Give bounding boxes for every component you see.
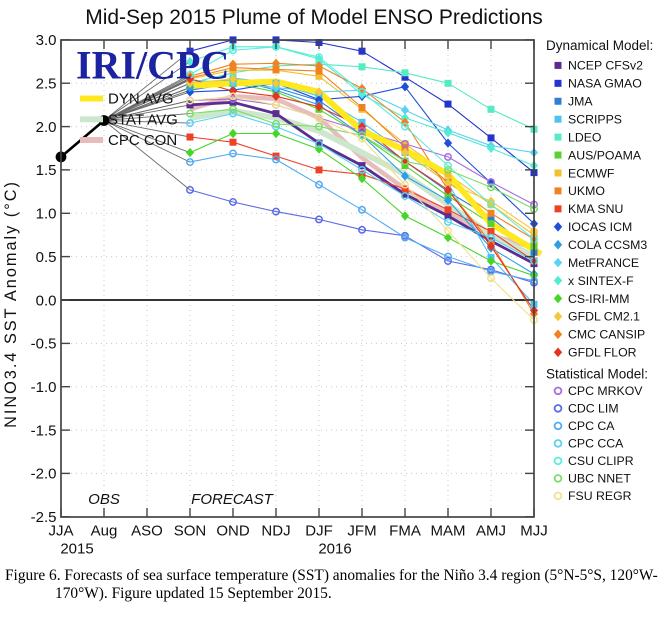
svg-text:2.0: 2.0 — [36, 119, 57, 136]
svg-text:NDJ: NDJ — [261, 523, 290, 540]
svg-text:2015: 2015 — [60, 541, 93, 558]
svg-text:JFM: JFM — [347, 523, 376, 540]
svg-text:GFDL CM2.1: GFDL CM2.1 — [568, 310, 640, 324]
svg-text:SON: SON — [174, 523, 207, 540]
svg-text:CDC LIM: CDC LIM — [568, 402, 619, 416]
svg-text:MAM: MAM — [431, 523, 466, 540]
svg-text:GFDL FLOR: GFDL FLOR — [568, 346, 637, 360]
svg-text:CPC CA: CPC CA — [568, 419, 615, 433]
svg-text:OND: OND — [216, 523, 250, 540]
svg-text:-2.0: -2.0 — [31, 466, 57, 483]
svg-text:Aug: Aug — [91, 523, 118, 540]
svg-text:LDEO: LDEO — [568, 130, 602, 144]
svg-text:1.0: 1.0 — [36, 206, 57, 223]
svg-text:AUS/POAMA: AUS/POAMA — [568, 148, 642, 162]
svg-text:DJF: DJF — [305, 523, 333, 540]
svg-text:2016: 2016 — [318, 541, 351, 558]
svg-text:UBC NNET: UBC NNET — [568, 472, 631, 486]
svg-text:AMJ: AMJ — [476, 523, 506, 540]
svg-text:NASA GMAO: NASA GMAO — [568, 77, 642, 91]
svg-text:-2.5: -2.5 — [31, 509, 57, 526]
svg-text:CSU CLIPR: CSU CLIPR — [568, 454, 634, 468]
svg-text:ECMWF: ECMWF — [568, 166, 615, 180]
svg-text:CMC CANSIP: CMC CANSIP — [568, 328, 645, 342]
svg-text:MJJ: MJJ — [520, 523, 548, 540]
svg-text:UKMO: UKMO — [568, 184, 605, 198]
svg-text:CPC CCA: CPC CCA — [568, 437, 624, 451]
svg-text:ASO: ASO — [131, 523, 163, 540]
svg-text:CPC CON: CPC CON — [108, 132, 177, 149]
svg-text:Dynamical Model:: Dynamical Model: — [546, 38, 653, 53]
svg-text:FORECAST: FORECAST — [191, 491, 275, 508]
svg-text:FSU REGR: FSU REGR — [568, 489, 632, 503]
svg-text:FMA: FMA — [389, 523, 421, 540]
svg-text:CS-IRI-MM: CS-IRI-MM — [568, 292, 629, 306]
svg-text:0.0: 0.0 — [36, 292, 57, 309]
svg-text:DYN AVG: DYN AVG — [108, 91, 174, 108]
svg-text:NINO3.4 SST Anomaly (°C): NINO3.4 SST Anomaly (°C) — [2, 180, 20, 428]
svg-text:2.5: 2.5 — [36, 76, 57, 93]
svg-text:Mid-Sep 2015 Plume of Model EN: Mid-Sep 2015 Plume of Model ENSO Predict… — [85, 6, 543, 29]
svg-text:CPC MRKOV: CPC MRKOV — [568, 384, 643, 398]
svg-text:Statistical Model:: Statistical Model: — [546, 366, 648, 381]
svg-text:SCRIPPS: SCRIPPS — [568, 113, 622, 127]
svg-text:MetFRANCE: MetFRANCE — [568, 256, 639, 270]
svg-text:KMA SNU: KMA SNU — [568, 202, 623, 216]
svg-text:0.5: 0.5 — [36, 249, 57, 266]
svg-text:COLA CCSM3: COLA CCSM3 — [568, 238, 647, 252]
svg-text:STAT AVG: STAT AVG — [108, 111, 178, 128]
svg-text:NCEP CFSv2: NCEP CFSv2 — [568, 59, 643, 73]
svg-text:IOCAS ICM: IOCAS ICM — [568, 220, 632, 234]
svg-text:IRI/CPC: IRI/CPC — [76, 43, 229, 88]
svg-text:JMA: JMA — [568, 95, 593, 109]
svg-text:OBS: OBS — [88, 491, 120, 508]
svg-text:3.0: 3.0 — [36, 32, 57, 49]
svg-text:1.5: 1.5 — [36, 162, 57, 179]
svg-text:JJA: JJA — [48, 523, 73, 540]
svg-text:-1.5: -1.5 — [31, 422, 57, 439]
svg-text:x SINTEX-F: x SINTEX-F — [568, 274, 634, 288]
svg-text:-1.0: -1.0 — [31, 379, 57, 396]
svg-text:-0.5: -0.5 — [31, 336, 57, 353]
